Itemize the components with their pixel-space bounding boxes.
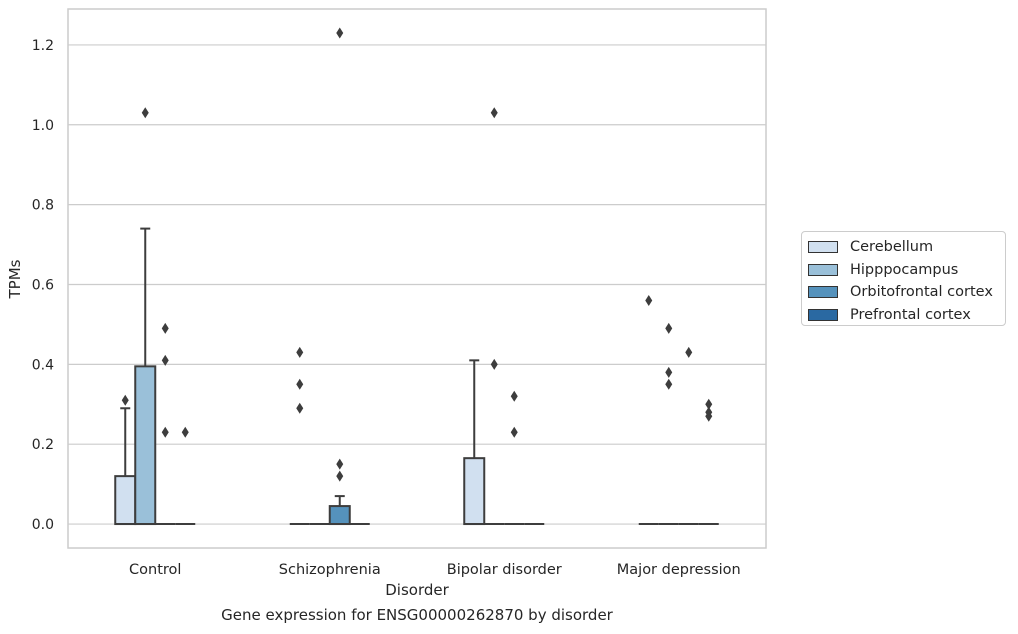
y-tick-label: 0.8 [32, 198, 54, 214]
outlier-point [665, 378, 673, 390]
y-tick-labels: 0.0 0.2 0.4 0.6 0.8 1.0 1.2 [32, 38, 54, 533]
outlier-point [161, 426, 169, 438]
figure-caption: Gene expression for ENSG00000262870 by d… [221, 606, 613, 624]
legend-swatch-prefrontal-cortex [808, 308, 838, 321]
outlier-point [665, 322, 673, 334]
outlier-point [490, 358, 498, 370]
boxes [114, 27, 719, 526]
legend-label: Hipppocampus [850, 261, 959, 278]
outlier-point [705, 398, 713, 410]
plot-area-frame [67, 8, 767, 549]
y-tick-label: 1.2 [32, 38, 54, 54]
y-axis-label: TPMs [6, 259, 24, 299]
x-tick-labels: Control Schizophrenia Bipolar disorder Majo… [129, 562, 741, 578]
x-tick-label: Control [129, 562, 181, 578]
y-tick-label: 1.0 [32, 118, 54, 134]
box [463, 457, 486, 526]
y-tick-label: 0.4 [32, 357, 54, 373]
x-axis-label: Disorder [385, 581, 449, 599]
box [328, 505, 351, 526]
outlier-point [141, 107, 149, 119]
legend-swatch-hippocampus [808, 263, 838, 276]
y-tick-label: 0.0 [32, 517, 54, 533]
grid-lines [68, 44, 766, 525]
outlier-point [490, 107, 498, 119]
outlier-point [510, 390, 518, 402]
outlier-point [161, 322, 169, 334]
legend-label: Prefrontal cortex [850, 306, 971, 323]
outlier-point [296, 378, 304, 390]
y-tick-label: 0.6 [32, 277, 54, 293]
outlier-point [336, 27, 344, 39]
legend-item-cerebellum: Cerebellum [808, 236, 1005, 259]
outlier-point [705, 406, 713, 418]
legend-item-hippocampus: Hipppocampus [808, 259, 1005, 282]
legend-label: Orbitofrontal cortex [850, 284, 993, 301]
outlier-point [296, 346, 304, 358]
box [134, 365, 157, 526]
x-tick-label: Major depression [617, 562, 741, 578]
legend-item-prefrontal-cortex: Prefrontal cortex [808, 304, 1005, 327]
x-tick-label: Bipolar disorder [447, 562, 562, 578]
legend-swatch-orbitofrontal-cortex [808, 286, 838, 299]
outlier-point [645, 294, 653, 306]
outlier-point [685, 346, 693, 358]
outlier-point [161, 354, 169, 366]
legend-item-orbitofrontal-cortex: Orbitofrontal cortex [808, 281, 1005, 304]
x-tick-label: Schizophrenia [279, 562, 381, 578]
outlier-point [665, 366, 673, 378]
outlier-point [121, 394, 129, 406]
box [114, 475, 137, 526]
legend: Cerebellum Hipppocampus Orbitofrontal co… [801, 231, 1006, 326]
y-tick-label: 0.2 [32, 437, 54, 453]
outlier-point [510, 426, 518, 438]
legend-label: Cerebellum [850, 239, 934, 256]
outlier-point [336, 470, 344, 482]
outlier-point [296, 402, 304, 414]
legend-swatch-cerebellum [808, 241, 838, 254]
outlier-point [336, 458, 344, 470]
outlier-point [181, 426, 189, 438]
